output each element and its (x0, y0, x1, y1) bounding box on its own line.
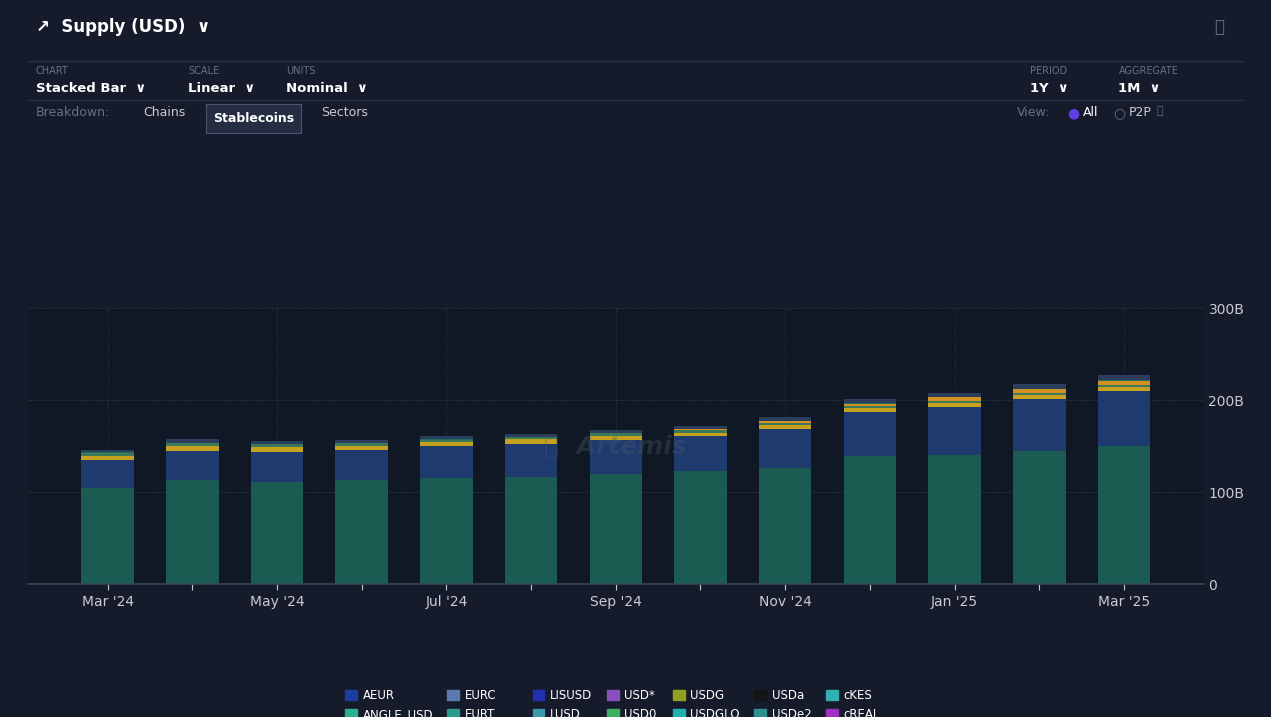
Bar (844, 407, 896, 408)
Text: ○: ○ (1113, 106, 1126, 120)
Bar (167, 480, 219, 584)
Text: All: All (1083, 106, 1098, 119)
Text: SCALE: SCALE (188, 66, 219, 76)
Bar (250, 452, 304, 483)
Bar (759, 417, 811, 421)
Bar (844, 404, 896, 407)
Bar (81, 455, 133, 460)
Bar (590, 440, 642, 474)
Text: 1Y  ∨: 1Y ∨ (1030, 82, 1068, 95)
Bar (1013, 451, 1065, 584)
Bar (505, 434, 558, 437)
Text: ⧧  Artemis: ⧧ Artemis (544, 435, 688, 458)
Text: Breakdown:: Breakdown: (36, 106, 109, 119)
Text: UNITS: UNITS (286, 66, 315, 76)
Bar (928, 455, 981, 584)
Text: Stacked Bar  ∨: Stacked Bar ∨ (36, 82, 146, 95)
Bar (250, 441, 304, 444)
Text: 1M  ∨: 1M ∨ (1118, 82, 1160, 95)
Bar (336, 446, 388, 450)
Text: Chains: Chains (144, 106, 186, 119)
Bar (590, 474, 642, 584)
Bar (250, 483, 304, 584)
Bar (81, 452, 133, 455)
Bar (590, 436, 642, 440)
Text: P2P: P2P (1129, 106, 1152, 119)
Bar (336, 443, 388, 446)
Bar (250, 445, 304, 447)
Text: PERIOD: PERIOD (1030, 66, 1066, 76)
Text: ⓘ: ⓘ (1157, 106, 1163, 116)
Bar (1098, 381, 1150, 385)
Text: Stablecoins: Stablecoins (214, 112, 294, 125)
Bar (421, 436, 473, 439)
Bar (928, 401, 981, 403)
Bar (250, 447, 304, 452)
Text: AGGREGATE: AGGREGATE (1118, 66, 1178, 76)
Legend: AEUR, ANGLE_USD, AUSD, BOLD, BUSD, DAI, DEUSD, DOLA, EURC, EURT, FDUSD, FLEXUSD,: AEUR, ANGLE_USD, AUSD, BOLD, BUSD, DAI, … (344, 689, 887, 717)
Bar (674, 429, 727, 430)
Bar (674, 436, 727, 471)
Bar (674, 432, 727, 436)
Text: CHART: CHART (36, 66, 69, 76)
Bar (1013, 399, 1065, 451)
Bar (1098, 375, 1150, 380)
Bar (1013, 394, 1065, 395)
Bar (167, 451, 219, 480)
Bar (844, 412, 896, 455)
Bar (167, 440, 219, 442)
Bar (336, 480, 388, 584)
Bar (759, 429, 811, 468)
Bar (759, 423, 811, 425)
Bar (759, 425, 811, 429)
Text: Sectors: Sectors (322, 106, 369, 119)
Bar (421, 446, 473, 478)
Bar (421, 478, 473, 584)
Bar (336, 440, 388, 442)
Bar (1098, 385, 1150, 387)
Bar (759, 468, 811, 584)
Bar (505, 477, 558, 584)
Bar (674, 425, 727, 429)
Bar (1013, 389, 1065, 394)
Bar (81, 460, 133, 488)
Text: ↗  Supply (USD)  ∨: ↗ Supply (USD) ∨ (36, 18, 210, 36)
Bar (167, 443, 219, 446)
Bar (505, 444, 558, 477)
Bar (505, 437, 558, 440)
Bar (1013, 395, 1065, 399)
Bar (590, 434, 642, 436)
Bar (928, 403, 981, 407)
Text: ●: ● (1068, 106, 1080, 120)
Bar (505, 440, 558, 444)
Bar (590, 430, 642, 433)
Bar (1013, 384, 1065, 389)
Bar (844, 455, 896, 584)
Text: View:: View: (1017, 106, 1050, 119)
Bar (81, 488, 133, 584)
Bar (928, 397, 981, 401)
Bar (421, 440, 473, 442)
Bar (1098, 387, 1150, 391)
Bar (844, 408, 896, 412)
Bar (421, 442, 473, 446)
Bar (928, 392, 981, 397)
Text: ⤓: ⤓ (1214, 18, 1224, 36)
Text: Linear  ∨: Linear ∨ (188, 82, 255, 95)
Bar (336, 450, 388, 480)
Bar (1098, 446, 1150, 584)
Bar (844, 399, 896, 403)
Bar (167, 446, 219, 451)
Bar (674, 471, 727, 584)
Text: Nominal  ∨: Nominal ∨ (286, 82, 367, 95)
Bar (674, 430, 727, 432)
Bar (928, 407, 981, 455)
Bar (1098, 391, 1150, 446)
Bar (81, 450, 133, 452)
Bar (759, 422, 811, 423)
